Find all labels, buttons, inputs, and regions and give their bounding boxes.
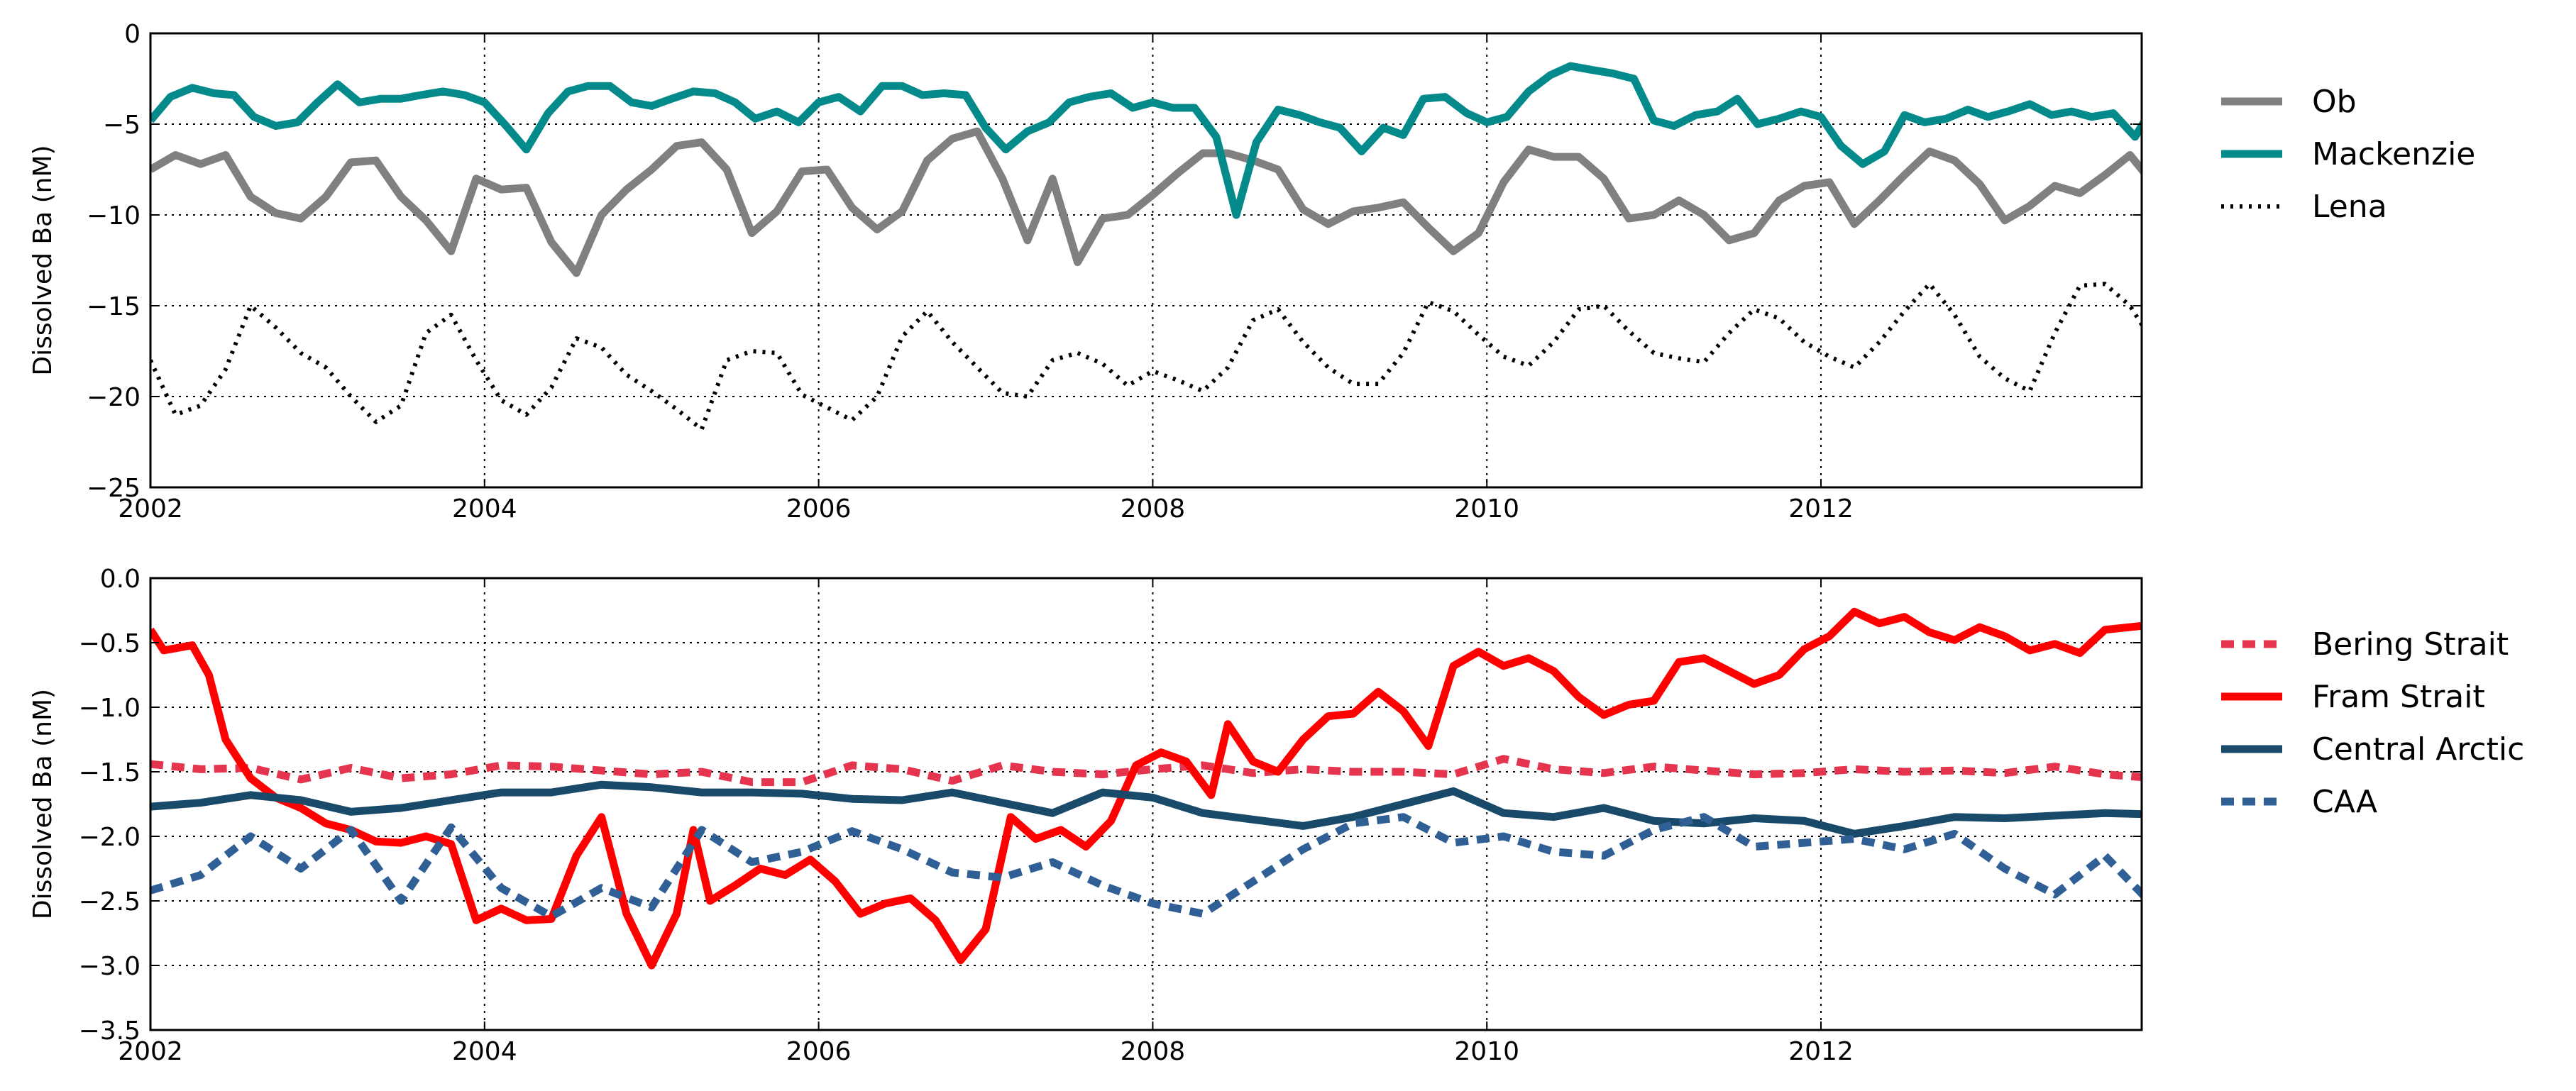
y-tick-label: −10 <box>87 201 141 231</box>
legend-label: Ob <box>2312 84 2357 120</box>
y-tick-label: −2.5 <box>79 887 141 916</box>
x-tick-label: 2006 <box>786 494 852 524</box>
x-tick-label: 2010 <box>1454 494 1519 524</box>
tick-marks <box>150 577 2142 1031</box>
y-tick-label: −5 <box>103 111 141 140</box>
x-tick-label: 2012 <box>1788 1037 1854 1066</box>
y-tick-label: −3.0 <box>79 952 141 981</box>
gridlines <box>150 33 2142 487</box>
y-tick-label: −15 <box>87 292 141 321</box>
y-tick-label: −0.5 <box>79 629 141 658</box>
y-tick-label: −20 <box>87 383 141 412</box>
x-tick-label: 2004 <box>452 494 517 524</box>
y-axis-label: Dissolved Ba (nM) <box>28 689 57 919</box>
y-tick-label: −2.0 <box>79 823 141 852</box>
plot-frame <box>149 577 2143 1031</box>
x-tick-label: 2004 <box>452 1037 517 1066</box>
y-tick-label: 0.0 <box>100 565 141 594</box>
chart-panel-1: 2002 2004 2006 2008 2010 2012 0 −5 −10 −15 −20 −25 D… <box>28 20 2475 524</box>
legend-label: Bering Strait <box>2312 626 2509 663</box>
series-line-ob <box>150 127 2142 277</box>
x-tick-label: 2008 <box>1121 1037 1186 1066</box>
y-tick-label: −1.5 <box>79 758 141 787</box>
x-tick-label: 2008 <box>1121 494 1186 524</box>
legend: Ob Mackenzie Lena <box>2221 84 2475 225</box>
series-group <box>150 62 2142 432</box>
x-tick-label: 2002 <box>118 494 183 524</box>
series-line-fram-strait <box>150 607 2142 970</box>
y-tick-label: −25 <box>87 474 141 503</box>
x-tick-label: 2012 <box>1788 494 1854 524</box>
y-tick-label: −3.5 <box>79 1017 141 1046</box>
y-tick-label: 0 <box>124 20 141 49</box>
chart-panel-2: 2002 2004 2006 2008 2010 2012 0.0 −0.5 −1.0 −1.5 −… <box>28 565 2524 1066</box>
legend-label: Fram Strait <box>2312 679 2485 715</box>
y-axis-label: Dissolved Ba (nM) <box>28 145 57 375</box>
legend-label: CAA <box>2312 784 2377 820</box>
x-tick-label: 2006 <box>786 1037 852 1066</box>
plot-frame <box>149 32 2143 489</box>
x-tick-label: 2002 <box>118 1037 183 1066</box>
legend-label: Mackenzie <box>2312 136 2475 172</box>
series-line-central-arctic <box>150 780 2142 838</box>
legend-label: Lena <box>2312 189 2387 225</box>
y-tick-label: −1.0 <box>79 694 141 723</box>
series-line-caa <box>150 813 2142 921</box>
series-group <box>150 607 2142 970</box>
series-line-mackenzie <box>150 62 2142 219</box>
tick-marks <box>150 33 2142 488</box>
legend-label: Central Arctic <box>2312 731 2524 768</box>
legend: Bering Strait Fram Strait Central Arctic CA… <box>2221 626 2524 820</box>
series-line-bering-strait <box>150 755 2142 787</box>
x-tick-label: 2010 <box>1454 1037 1519 1066</box>
